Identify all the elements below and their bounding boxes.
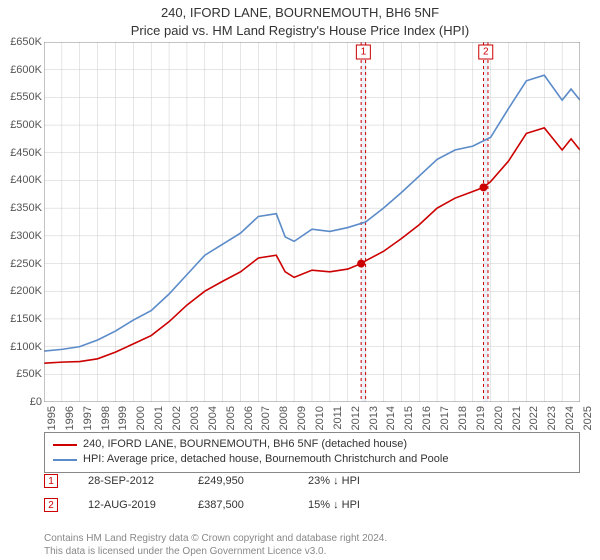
y-tick-label: £50K <box>2 368 42 380</box>
y-tick-label: £400K <box>2 174 42 186</box>
y-tick-label: £250K <box>2 258 42 270</box>
y-tick-label: £200K <box>2 285 42 297</box>
marker-delta-0: 23% ↓ HPI <box>308 475 388 487</box>
y-tick-label: £150K <box>2 313 42 325</box>
y-tick-label: £500K <box>2 119 42 131</box>
marker-date-1: 12-AUG-2019 <box>88 499 168 511</box>
y-tick-label: £0 <box>2 396 42 408</box>
license-line-2: This data is licensed under the Open Gov… <box>44 545 387 558</box>
marker-row-1: 2 12-AUG-2019 £387,500 15% ↓ HPI <box>44 498 388 512</box>
marker-box-2: 2 <box>44 498 58 512</box>
y-tick-label: £650K <box>2 36 42 48</box>
y-tick-label: £550K <box>2 91 42 103</box>
license-text: Contains HM Land Registry data © Crown c… <box>44 532 387 558</box>
y-tick-label: £350K <box>2 202 42 214</box>
marker-box-1: 1 <box>44 474 58 488</box>
marker-delta-1: 15% ↓ HPI <box>308 499 388 511</box>
marker-row-0: 1 28-SEP-2012 £249,950 23% ↓ HPI <box>44 474 388 488</box>
svg-text:2: 2 <box>483 47 489 58</box>
y-tick-label: £100K <box>2 341 42 353</box>
legend-swatch-1 <box>53 459 77 461</box>
y-tick-label: £450K <box>2 147 42 159</box>
chart: 12 <box>44 42 580 402</box>
y-tick-label: £300K <box>2 230 42 242</box>
marker-price-1: £387,500 <box>198 499 278 511</box>
legend-label-1: HPI: Average price, detached house, Bour… <box>83 452 448 467</box>
title-line-2: Price paid vs. HM Land Registry's House … <box>0 22 600 40</box>
marker-date-0: 28-SEP-2012 <box>88 475 168 487</box>
title-block: 240, IFORD LANE, BOURNEMOUTH, BH6 5NF Pr… <box>0 0 600 40</box>
title-line-1: 240, IFORD LANE, BOURNEMOUTH, BH6 5NF <box>0 4 600 22</box>
legend-row-1: HPI: Average price, detached house, Bour… <box>53 452 571 467</box>
legend-row-0: 240, IFORD LANE, BOURNEMOUTH, BH6 5NF (d… <box>53 437 571 452</box>
x-tick-label: 2025 <box>582 406 594 436</box>
chart-svg: 12 <box>44 42 580 402</box>
legend-swatch-0 <box>53 444 77 446</box>
legend-label-0: 240, IFORD LANE, BOURNEMOUTH, BH6 5NF (d… <box>83 437 407 452</box>
license-line-1: Contains HM Land Registry data © Crown c… <box>44 532 387 545</box>
marker-price-0: £249,950 <box>198 475 278 487</box>
svg-text:1: 1 <box>361 47 367 58</box>
legend: 240, IFORD LANE, BOURNEMOUTH, BH6 5NF (d… <box>44 432 580 473</box>
y-tick-label: £600K <box>2 64 42 76</box>
